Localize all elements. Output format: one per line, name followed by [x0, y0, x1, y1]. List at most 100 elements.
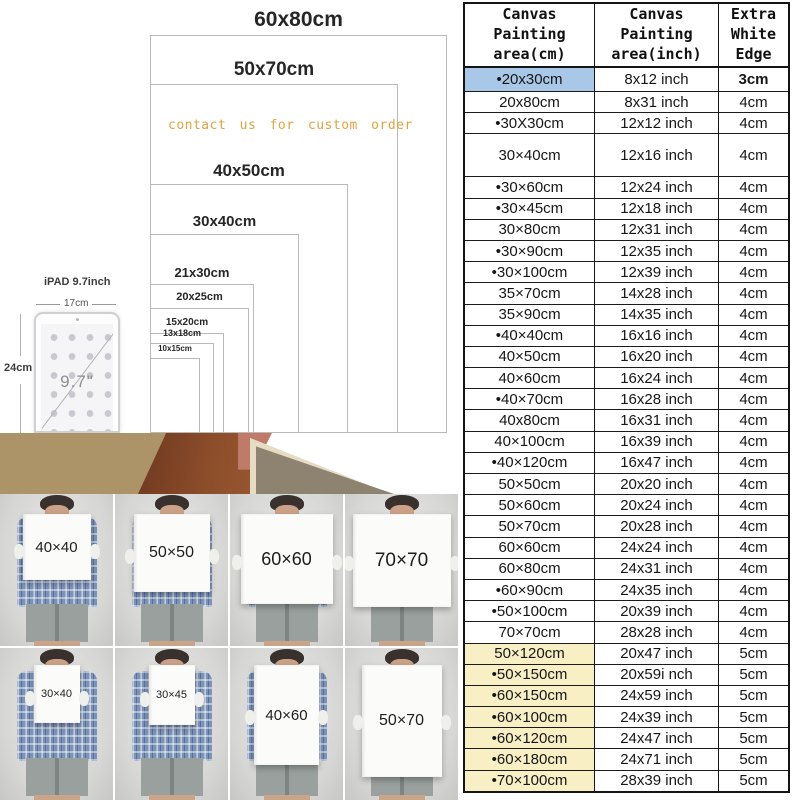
cell-size-inch: 24x24 inch	[595, 537, 719, 558]
shorts-shape	[25, 604, 88, 642]
width-dash-left	[36, 304, 60, 305]
table-row: 70×70cm 28x28 inch 4cm	[465, 622, 788, 644]
cell-size-cm: 40×100cm	[465, 431, 595, 452]
cell-size-cm: •50×100cm	[465, 601, 595, 622]
cell-size-cm: 35×90cm	[465, 304, 595, 325]
cell-size-inch: 12x12 inch	[595, 113, 719, 134]
table-row: •60×90cm 24x35 inch 4cm	[465, 579, 788, 602]
shorts-shape	[25, 758, 88, 796]
cell-size-cm: 40×60cm	[465, 368, 595, 389]
held-canvas: 50×70	[361, 665, 442, 777]
size-label: 40x50cm	[213, 161, 285, 180]
held-canvas: 30×45	[148, 665, 195, 725]
model-photo-60×60: 60×60	[230, 494, 343, 646]
cell-extra-edge: 4cm	[739, 93, 768, 111]
cell-size-inch: 16x20 inch	[595, 346, 719, 368]
cell-extra-edge: 4cm	[739, 369, 768, 387]
cell-extra-edge: 4cm	[739, 146, 768, 164]
cell-size-inch: 12x39 inch	[595, 262, 719, 283]
canvas-size-label: 60×60	[261, 548, 312, 569]
table-row: 40×100cm 16x39 inch 4cm	[465, 431, 788, 453]
height-line-top	[20, 314, 21, 356]
cell-extra-edge: 4cm	[739, 178, 768, 196]
cell-size-cm: 20x80cm	[465, 92, 595, 113]
cell-size-inch: 16x16 inch	[595, 325, 719, 346]
cell-extra-edge: 4cm	[739, 327, 768, 345]
cell-size-inch: 20x47 inch	[595, 643, 719, 664]
cell-size-cm: 50×50cm	[465, 474, 595, 495]
cell-size-cm: •70×100cm	[465, 770, 595, 791]
cell-size-inch: 16x39 inch	[595, 431, 719, 452]
held-canvas: 50×50	[133, 514, 210, 592]
model-photo-50×50: 50×50	[115, 494, 228, 646]
right-glove	[440, 715, 451, 730]
cell-extra-edge: 4cm	[739, 475, 768, 493]
ipad-screen: 9.7"	[41, 324, 113, 431]
cell-size-inch: 24x71 inch	[595, 749, 719, 770]
cell-size-inch: 16x24 inch	[595, 368, 719, 389]
legs-shape	[148, 641, 195, 646]
cell-size-cm: •40×40cm	[465, 325, 595, 346]
table-row: •40×120cm 16x47 inch 4cm	[465, 452, 788, 474]
cell-extra-edge: 4cm	[739, 623, 768, 641]
cell-size-inch: 24x35 inch	[595, 579, 719, 601]
cell-size-cm: •30×45cm	[465, 198, 595, 219]
cell-size-inch: 20x59i nch	[595, 664, 719, 685]
header-line: Painting	[493, 25, 566, 44]
cell-extra-edge: 4cm	[739, 581, 768, 599]
cell-size-cm: •30×90cm	[465, 240, 595, 262]
cell-extra-edge: 4cm	[739, 114, 768, 132]
right-glove	[318, 710, 328, 725]
cell-size-cm: 70×70cm	[465, 622, 595, 643]
cell-extra-edge: 5cm	[739, 751, 768, 769]
table-row: •30×100cm 12x39 inch 4cm	[465, 262, 788, 284]
cell-extra-edge: 5cm	[739, 708, 768, 726]
cell-extra-edge: 5cm	[739, 666, 768, 684]
ipad-screen-size-label: 9.7"	[60, 372, 94, 391]
table-row: •30×90cm 12x35 inch 4cm	[465, 240, 788, 263]
cell-size-cm: •30×100cm	[465, 262, 595, 283]
canvas-size-label: 50×70	[379, 712, 424, 729]
cell-size-cm: 35×70cm	[465, 283, 595, 304]
cell-extra-edge: 4cm	[739, 263, 768, 281]
cell-size-inch: 28x39 inch	[595, 770, 719, 791]
right-glove	[193, 692, 204, 707]
size-label: 50x70cm	[233, 59, 315, 80]
ipad-camera-dot	[76, 318, 79, 321]
table-row: •60×120cm 24x47 inch 5cm	[465, 728, 788, 750]
left-glove	[231, 555, 242, 570]
table-row: 50×50cm 20x20 inch 4cm	[465, 474, 788, 496]
table-row: 60×60cm 24x24 inch 4cm	[465, 537, 788, 559]
table-header-col1: Canvas Painting area(cm)	[465, 4, 595, 66]
table-row: •40×40cm 16x16 inch 4cm	[465, 325, 788, 347]
cell-size-cm: 50×60cm	[465, 495, 595, 516]
model-photo-40×60: 40×60	[230, 648, 343, 800]
table-row: 30×80cm 12x31 inch 4cm	[465, 219, 788, 241]
model-photo-50×70: 50×70	[345, 648, 458, 800]
cell-extra-edge: 4cm	[739, 221, 768, 239]
left-glove	[24, 691, 35, 706]
right-glove	[449, 556, 458, 571]
canvas-size-label: 40×40	[35, 538, 78, 556]
table-row: •50×100cm 20x39 inch 4cm	[465, 601, 788, 623]
cell-extra-edge: 3cm	[738, 71, 769, 88]
table-row: •60×180cm 24x71 inch 5cm	[465, 749, 788, 771]
cell-size-inch: 24x31 inch	[595, 558, 719, 579]
held-canvas: 40×60	[254, 665, 319, 765]
header-line: Painting	[620, 25, 693, 44]
cell-size-inch: 20x28 inch	[595, 516, 719, 537]
table-row: •50×150cm 20x59i nch 5cm	[465, 664, 788, 686]
cell-size-cm: •60×90cm	[465, 579, 595, 601]
canvas-size-label: 70×70	[374, 549, 429, 571]
legs-shape	[378, 641, 425, 646]
ipad-title: iPAD 9.7inch	[44, 276, 111, 288]
cell-extra-edge: 4cm	[739, 200, 768, 218]
cell-size-cm: 30×80cm	[465, 219, 595, 240]
cell-size-cm: •60×150cm	[465, 685, 595, 707]
legs-shape	[378, 795, 425, 800]
table-row: 60×80cm 24x31 inch 4cm	[465, 558, 788, 580]
cell-extra-edge: 4cm	[739, 539, 768, 557]
cell-extra-edge: 4cm	[739, 560, 768, 578]
table-row: 35×70cm 14x28 inch 4cm	[465, 283, 788, 305]
